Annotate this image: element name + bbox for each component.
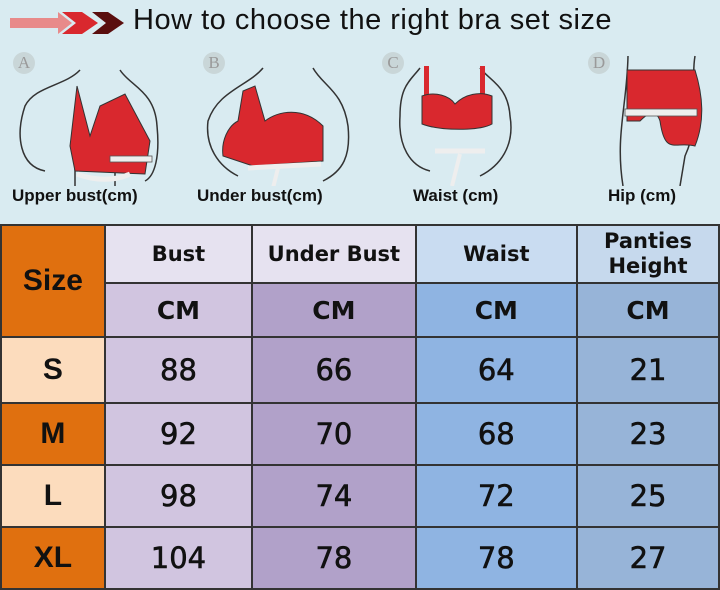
page-title: How to choose the right bra set size xyxy=(133,4,613,36)
header-row: Size Bust Under Bust Waist Panties Heigh… xyxy=(0,224,720,338)
upper-bust-measure-icon xyxy=(19,69,159,186)
panties-height-value: 21 xyxy=(576,336,720,404)
column-header-bust: Bust xyxy=(103,224,254,284)
figure-caption: Waist (cm) xyxy=(413,186,499,205)
column-header-panties-height: Panties Height xyxy=(576,224,720,284)
unit-label: CM xyxy=(103,282,254,338)
figure-hip: D Hip (cm) xyxy=(585,46,720,216)
arrows-icon xyxy=(10,12,124,34)
unit-label: CM xyxy=(251,282,417,338)
panties-height-value: 27 xyxy=(576,526,720,590)
step-letter: D xyxy=(588,52,610,74)
bust-value: 104 xyxy=(103,526,254,590)
column-header-waist: Waist xyxy=(414,224,579,284)
size-chart-table: Size Bust Under Bust Waist Panties Heigh… xyxy=(0,224,720,590)
table-row: M 92 70 68 23 xyxy=(0,402,720,466)
table-row: XL 104 78 78 27 xyxy=(0,526,720,590)
table-row: L 98 74 72 25 xyxy=(0,464,720,528)
waist-value: 64 xyxy=(414,336,579,404)
panties-height-value: 25 xyxy=(576,464,720,528)
size-label: XL xyxy=(0,526,106,590)
size-label: L xyxy=(0,464,106,528)
step-letter: B xyxy=(203,52,225,74)
unit-row: CM CM CM CM xyxy=(1,282,720,338)
column-header-under-bust: Under Bust xyxy=(251,224,417,284)
step-letter: C xyxy=(382,52,404,74)
figure-upper-bust: A Upper bust(cm) xyxy=(5,46,175,216)
panties-height-value: 23 xyxy=(576,402,720,466)
size-header: Size xyxy=(0,224,106,338)
figure-waist: C Waist (cm) xyxy=(380,46,550,216)
under-bust-measure-icon xyxy=(206,67,350,186)
unit-label: CM xyxy=(576,282,720,338)
under-bust-value: 78 xyxy=(251,526,417,590)
step-letter: A xyxy=(13,52,35,74)
bust-value: 88 xyxy=(103,336,254,404)
waist-value: 68 xyxy=(414,402,579,466)
bust-value: 98 xyxy=(103,464,254,528)
waist-measure-icon xyxy=(399,66,512,186)
size-label: M xyxy=(0,402,106,466)
table-row: S 88 66 64 21 xyxy=(0,336,720,404)
waist-value: 78 xyxy=(414,526,579,590)
under-bust-value: 74 xyxy=(251,464,417,528)
header: How to choose the right bra set size xyxy=(0,0,720,44)
under-bust-value: 70 xyxy=(251,402,417,466)
unit-label: CM xyxy=(414,282,579,338)
under-bust-value: 66 xyxy=(251,336,417,404)
figure-caption: Under bust(cm) xyxy=(197,186,323,205)
hip-measure-icon xyxy=(619,55,703,186)
size-label: S xyxy=(0,336,106,404)
waist-value: 72 xyxy=(414,464,579,528)
figure-caption: Hip (cm) xyxy=(608,186,676,205)
bust-value: 92 xyxy=(103,402,254,466)
figure-under-bust: B Under bust(cm) xyxy=(193,46,363,216)
figure-caption: Upper bust(cm) xyxy=(12,186,138,205)
